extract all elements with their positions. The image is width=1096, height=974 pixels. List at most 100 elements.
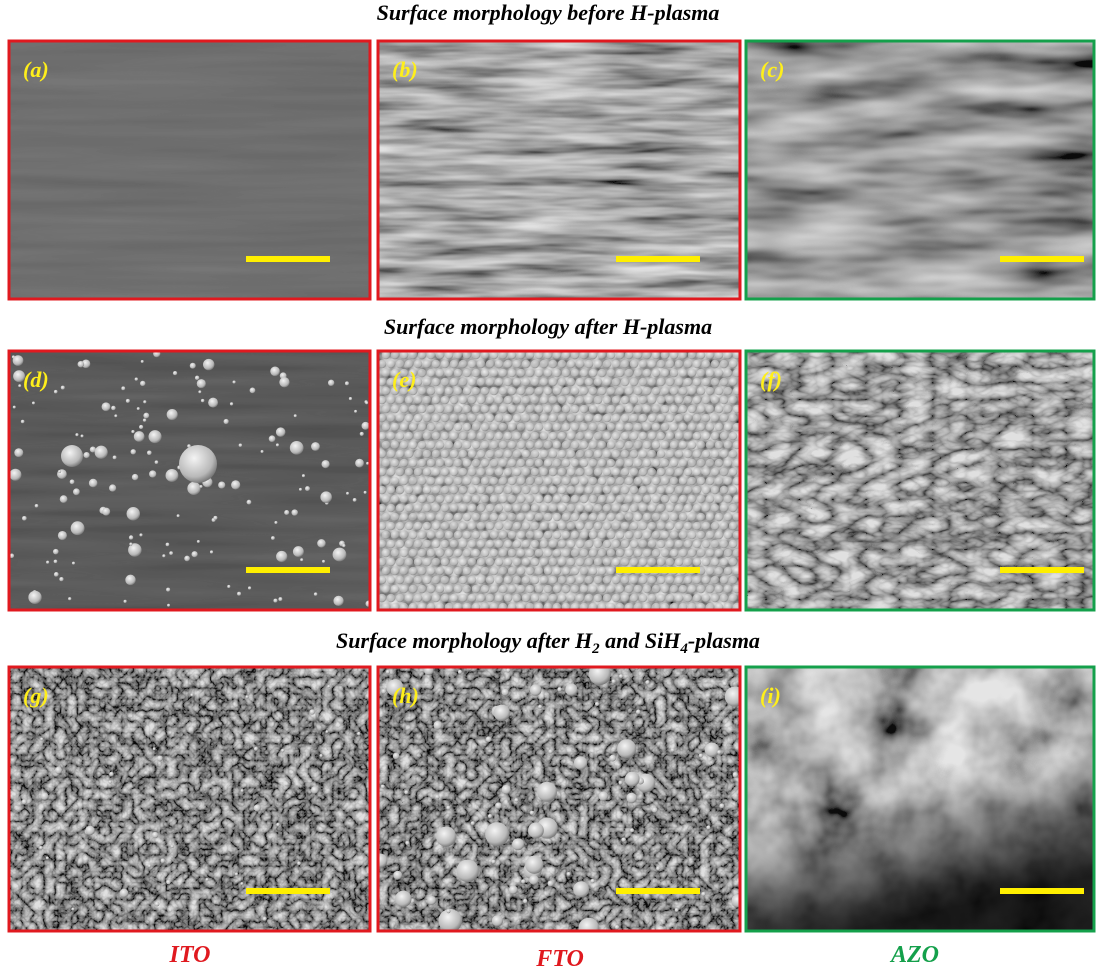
- particle: [607, 513, 616, 522]
- particle: [486, 396, 495, 405]
- particle: [562, 531, 571, 540]
- particle: [517, 531, 526, 540]
- particle: [715, 567, 724, 576]
- particle: [427, 531, 436, 540]
- particle: [46, 561, 49, 564]
- particle: [396, 594, 405, 603]
- particle: [526, 387, 535, 396]
- particle: [499, 387, 508, 396]
- particle: [450, 414, 459, 423]
- particle: [648, 468, 657, 477]
- particle: [648, 486, 657, 495]
- particle: [688, 423, 697, 432]
- particle: [567, 486, 576, 495]
- particle: [675, 414, 684, 423]
- particle: [634, 369, 643, 378]
- particle: [580, 585, 589, 594]
- particle: [679, 531, 688, 540]
- particle: [603, 540, 612, 549]
- particle: [508, 441, 517, 450]
- particle: [595, 702, 599, 706]
- particle: [679, 477, 688, 486]
- particle: [652, 459, 661, 468]
- particle: [355, 459, 364, 468]
- particle: [540, 468, 549, 477]
- particle: [387, 558, 396, 567]
- particle: [702, 558, 711, 567]
- particle: [526, 513, 535, 522]
- particle: [405, 468, 414, 477]
- particle: [729, 450, 738, 459]
- particle: [508, 459, 517, 468]
- particle: [594, 594, 603, 603]
- particle: [675, 540, 684, 549]
- particle: [382, 405, 391, 414]
- particle: [85, 826, 94, 835]
- particle: [711, 414, 720, 423]
- particle: [526, 369, 535, 378]
- particle: [684, 450, 693, 459]
- particle: [711, 504, 720, 513]
- particle: [544, 405, 553, 414]
- particle: [382, 513, 391, 522]
- particle: [504, 450, 513, 459]
- particle: [652, 477, 661, 486]
- particle: [729, 486, 738, 495]
- particle: [463, 513, 472, 522]
- particle: [309, 709, 314, 714]
- particle: [621, 594, 630, 603]
- particle: [652, 369, 661, 378]
- particle: [634, 405, 643, 414]
- particle: [210, 550, 213, 553]
- particle: [472, 585, 481, 594]
- particle: [499, 531, 508, 540]
- particle: [522, 522, 531, 531]
- particle: [544, 531, 553, 540]
- particle: [441, 468, 450, 477]
- particle: [396, 396, 405, 405]
- particle: [616, 441, 625, 450]
- particle: [625, 387, 634, 396]
- particle: [549, 360, 558, 369]
- particle: [526, 477, 535, 486]
- sem-panel: (c): [746, 41, 1094, 299]
- particle: [630, 414, 639, 423]
- particle: [585, 360, 594, 369]
- particle: [432, 594, 441, 603]
- particle: [625, 369, 634, 378]
- particle: [382, 459, 391, 468]
- particle: [486, 504, 495, 513]
- particle: [499, 549, 508, 558]
- particle: [513, 576, 522, 585]
- particle: [598, 459, 607, 468]
- particle: [616, 549, 625, 558]
- particle: [365, 401, 368, 404]
- particle: [657, 468, 666, 477]
- particle: [391, 531, 400, 540]
- particle: [414, 414, 423, 423]
- particle: [441, 432, 450, 441]
- particle: [102, 508, 110, 516]
- particle: [227, 585, 230, 588]
- particle: [679, 441, 688, 450]
- particle: [652, 441, 661, 450]
- particle: [454, 387, 463, 396]
- particle: [239, 443, 242, 446]
- particle: [477, 522, 486, 531]
- particle: [720, 378, 729, 387]
- particle: [621, 576, 630, 585]
- particle: [445, 405, 454, 414]
- particle: [427, 896, 436, 905]
- particle: [540, 504, 549, 513]
- particle: [630, 486, 639, 495]
- particle: [508, 423, 517, 432]
- particle: [143, 400, 146, 403]
- particle: [706, 405, 715, 414]
- particle: [585, 450, 594, 459]
- particle: [720, 414, 729, 423]
- particle: [446, 806, 450, 810]
- particle: [585, 594, 594, 603]
- particle: [544, 495, 553, 504]
- particle: [643, 369, 652, 378]
- particle: [720, 360, 729, 369]
